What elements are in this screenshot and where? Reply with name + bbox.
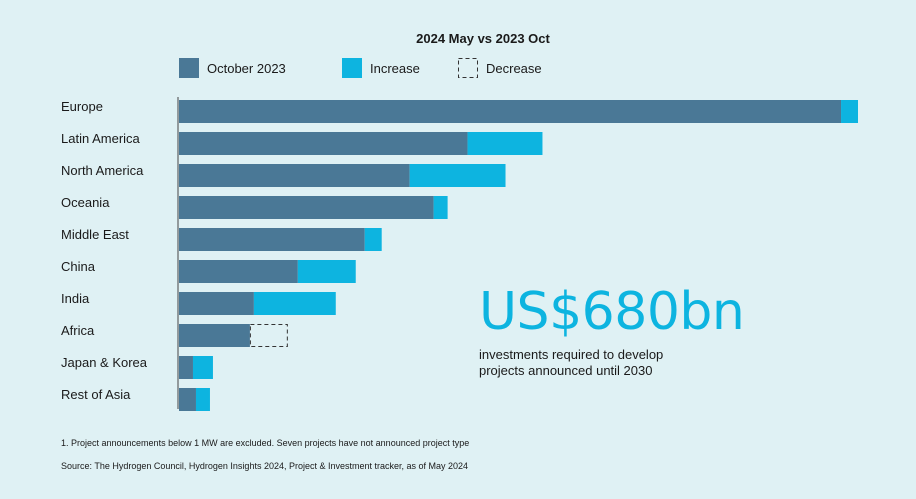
bar-increase-china	[297, 260, 356, 283]
legend: October 2023 Increase Decrease	[179, 58, 542, 78]
chart-title: 2024 May vs 2023 Oct	[416, 31, 550, 46]
category-label-europe: Europe	[61, 99, 103, 114]
bar-october-2023-oceania	[179, 196, 434, 219]
category-label-india: India	[61, 291, 90, 306]
bar-increase-japan-korea	[192, 356, 213, 379]
legend-swatch-decrease	[458, 58, 478, 78]
category-label-japan-korea: Japan & Korea	[61, 355, 148, 370]
category-label-africa: Africa	[61, 323, 95, 338]
bar-october-2023-rest-of-asia	[179, 388, 196, 411]
bar-increase-europe	[841, 100, 858, 123]
bar-increase-oceania	[433, 196, 448, 219]
legend-label-increase: Increase	[370, 61, 420, 76]
bar-increase-middle-east	[364, 228, 382, 251]
bar-october-2023-europe	[179, 100, 842, 123]
footnote: 1. Project announcements below 1 MW are …	[61, 438, 470, 448]
bar-decrease-africa	[249, 324, 288, 347]
investment-headline: US$680bn	[479, 282, 745, 342]
category-labels: Europe Latin America North America Oceania M…	[61, 99, 148, 402]
source-note: Source: The Hydrogen Council, Hydrogen I…	[61, 461, 469, 471]
bar-october-2023-middle-east	[179, 228, 365, 251]
bar-october-2023-china	[179, 260, 298, 283]
bar-increase-latin-america	[467, 132, 543, 155]
category-label-oceania: Oceania	[61, 195, 110, 210]
legend-label-decrease: Decrease	[486, 61, 542, 76]
category-label-north-america: North America	[61, 163, 144, 178]
bar-increase-north-america	[409, 164, 506, 187]
bar-increase-rest-of-asia	[195, 388, 210, 411]
category-label-middle-east: Middle East	[61, 227, 129, 242]
bars	[179, 100, 858, 411]
investment-description: investments required to develop projects…	[479, 347, 739, 379]
investment-description-line-1: investments required to develop	[479, 347, 664, 362]
bar-october-2023-japan-korea	[179, 356, 193, 379]
investment-description-line-2: projects announced until 2030	[479, 363, 653, 378]
category-label-china: China	[61, 259, 96, 274]
category-label-rest-of-asia: Rest of Asia	[61, 387, 131, 402]
bar-october-2023-north-america	[179, 164, 410, 187]
legend-swatch-increase	[342, 58, 362, 78]
bar-october-2023-latin-america	[179, 132, 468, 155]
bar-increase-india	[253, 292, 336, 315]
category-label-latin-america: Latin America	[61, 131, 141, 146]
bar-october-2023-africa	[179, 324, 250, 347]
legend-label-october-2023: October 2023	[207, 61, 286, 76]
bar-october-2023-india	[179, 292, 254, 315]
legend-swatch-october-2023	[179, 58, 199, 78]
